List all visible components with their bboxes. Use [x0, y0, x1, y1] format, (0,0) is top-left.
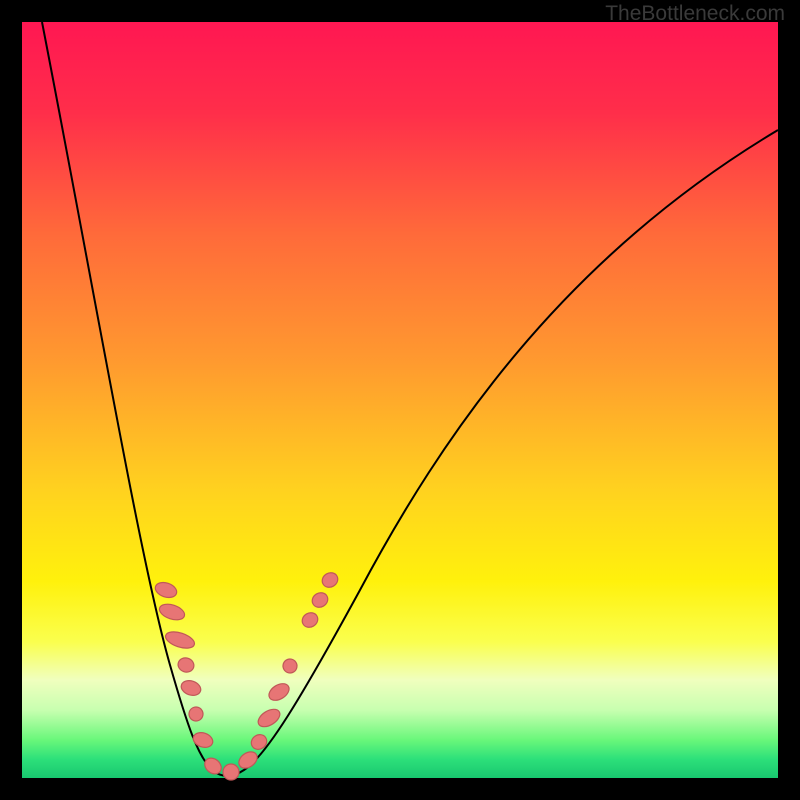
- watermark-text: TheBottleneck.com: [605, 2, 785, 26]
- bottleneck-chart: [0, 0, 800, 800]
- data-marker: [223, 764, 239, 780]
- plot-area-background: [22, 22, 778, 778]
